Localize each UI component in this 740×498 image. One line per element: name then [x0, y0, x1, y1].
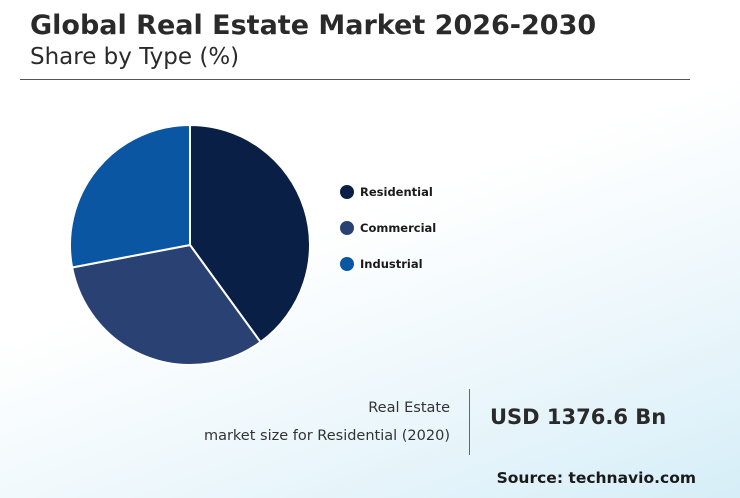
stat-label-line1: Real Estate: [368, 400, 450, 416]
legend: Residential Commercial Industrial: [340, 174, 436, 282]
chart-subtitle: Share by Type (%): [30, 44, 240, 70]
stat-divider: [469, 389, 470, 455]
pie-slice-commercial: [70, 243, 262, 366]
pie-slice-industrial: [69, 123, 191, 269]
legend-swatch-industrial: [340, 257, 354, 271]
legend-label-residential: Residential: [360, 185, 433, 199]
legend-item-residential: Residential: [340, 174, 436, 210]
header-divider: [20, 79, 690, 80]
chart-title: Global Real Estate Market 2026-2030: [30, 10, 597, 41]
stat-value: USD 1376.6 Bn: [490, 405, 667, 429]
pie-chart: [69, 123, 311, 366]
legend-item-industrial: Industrial: [340, 246, 436, 282]
legend-item-commercial: Commercial: [340, 210, 436, 246]
source-credit: Source: technavio.com: [496, 469, 696, 487]
legend-label-industrial: Industrial: [360, 257, 423, 271]
stat-label-line2: market size for Residential (2020): [203, 428, 450, 444]
legend-swatch-residential: [340, 185, 354, 199]
pie-slice-residential: [189, 123, 311, 344]
legend-label-commercial: Commercial: [360, 221, 437, 235]
legend-swatch-commercial: [340, 221, 354, 235]
